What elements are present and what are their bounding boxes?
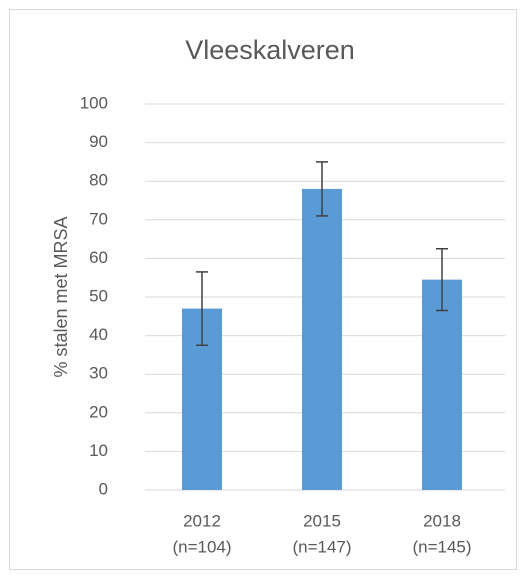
y-tick-label: 60 [89, 248, 108, 267]
error-bar [316, 161, 328, 217]
bar [422, 279, 462, 490]
x-tick-label: 2012 [183, 511, 221, 530]
chart-title: Vleeskalveren [185, 35, 355, 65]
error-bar [196, 271, 208, 346]
y-tick-label: 10 [89, 441, 108, 460]
y-tick-label: 20 [89, 402, 108, 421]
error-bar [436, 248, 448, 312]
y-tick-label: 70 [89, 209, 108, 228]
x-tick-label: (n=104) [172, 537, 231, 556]
y-tick-label: 80 [89, 171, 108, 190]
y-tick-label: 90 [89, 132, 108, 151]
x-tick-label: 2018 [423, 511, 461, 530]
x-tick-label: (n=147) [292, 537, 351, 556]
x-tick-label: (n=145) [412, 537, 471, 556]
y-tick-label: 30 [89, 364, 108, 383]
y-tick-label: 0 [99, 479, 108, 498]
y-axis-label: % stalen met MRSA [51, 216, 71, 377]
x-tick-label: 2015 [303, 511, 341, 530]
y-tick-label: 100 [80, 93, 108, 112]
bar [302, 188, 342, 491]
y-tick-label: 40 [89, 325, 108, 344]
y-tick-label: 50 [89, 286, 108, 305]
